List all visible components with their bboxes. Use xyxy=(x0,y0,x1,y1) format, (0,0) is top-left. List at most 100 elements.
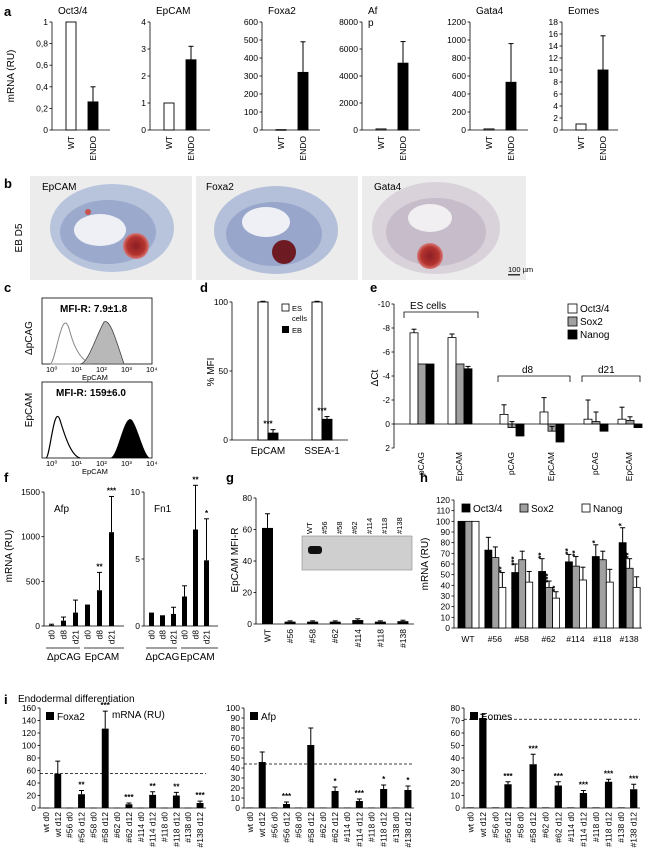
h-bar xyxy=(511,572,520,629)
e-bar xyxy=(625,419,635,425)
f1-bar xyxy=(61,620,66,626)
h-ytick-label: 30 xyxy=(441,591,451,601)
e-bar xyxy=(515,423,525,437)
a5-bar xyxy=(483,128,495,131)
f2-ytick-label: 10 xyxy=(131,487,141,497)
a3-ytick-label: 400 xyxy=(244,53,258,63)
f1-ytick-label: 1000 xyxy=(21,532,40,542)
a5-ytick-label: 200 xyxy=(452,107,466,117)
h-legend-swatch xyxy=(581,503,591,513)
a5-ytick-label: 800 xyxy=(452,53,466,63)
f1-title: Afp xyxy=(54,504,69,515)
g-inset-label: WT xyxy=(305,522,314,534)
f2-bar xyxy=(204,560,209,626)
h-ytick-label: 60 xyxy=(441,559,451,569)
i2-xtick-label: #56 d0 xyxy=(269,812,279,838)
micro-title-2: Foxa2 xyxy=(206,182,234,193)
flow-tick-label: 10¹ xyxy=(71,365,82,374)
f2-bar xyxy=(182,596,187,626)
a3-ytick-label: 600 xyxy=(244,17,258,27)
a6-ytick-label: 0 xyxy=(553,125,558,135)
i2-xtick-label: #138 d0 xyxy=(391,812,401,843)
f1-bar xyxy=(85,604,90,626)
e-ytick-label: 2 xyxy=(385,443,390,453)
i1-ytick-label: 60 xyxy=(27,766,37,776)
i3-xtick-label: #118 d12 xyxy=(604,812,614,847)
i2-title: Afp xyxy=(261,712,276,723)
flow-top-control xyxy=(49,322,93,365)
e-ytick-label: -10 xyxy=(378,299,391,309)
flow-tick-label: 10⁰ xyxy=(46,459,57,468)
e-bar xyxy=(455,363,465,425)
a6-ytick-label: 12 xyxy=(549,53,559,63)
i2-bar xyxy=(355,801,363,808)
h-ytick-label: 100 xyxy=(436,516,450,526)
h-ytick-label: 50 xyxy=(441,570,451,580)
e-xtick-label: pCAG xyxy=(506,452,516,475)
h-bar xyxy=(471,520,480,629)
i3-legend-swatch xyxy=(470,712,478,720)
flow-top-histogram xyxy=(79,321,125,365)
i1-bar xyxy=(125,804,133,808)
f1-ylabel: mRNA (RU) xyxy=(4,530,15,583)
f2-ytick-label: 5 xyxy=(135,554,140,564)
f2-xtick-label: d21 xyxy=(202,630,212,644)
i3-bar xyxy=(579,793,588,808)
f2-group-label: EpCAM xyxy=(180,652,214,663)
i2-ytick-label: 100 xyxy=(226,703,240,713)
h-ytick-label: 110 xyxy=(436,506,450,516)
i3-star: *** xyxy=(629,774,639,783)
i3-bar xyxy=(604,781,613,808)
i2-xtick-label: wt d12 xyxy=(257,812,267,838)
e-xtick-label: pCAG xyxy=(416,452,426,475)
i1-star: *** xyxy=(101,701,111,710)
i3-bar xyxy=(567,807,575,808)
g-inset-label: #118 xyxy=(380,518,389,534)
h-bar xyxy=(625,567,634,629)
i2-xtick-label: #114 d12 xyxy=(354,812,364,847)
e-group-label: ES cells xyxy=(410,301,446,312)
micrograph-panel: EB D5 EpCAM Foxa2 100 µm Gata4 xyxy=(14,176,533,280)
e-legend-label: Oct3/4 xyxy=(580,304,610,315)
i3-bar xyxy=(542,807,550,808)
i1-legend-swatch xyxy=(46,712,54,720)
i1-xtick-label: #62 d12 xyxy=(124,812,134,843)
a3-xtick-label: WT xyxy=(276,136,286,149)
i1-xtick-label: #114 d12 xyxy=(148,812,158,847)
i3-ytick-label: 80 xyxy=(451,703,461,713)
panel-label-h: h xyxy=(420,470,428,485)
e-ytick-label: -8 xyxy=(382,323,390,333)
a1-xtick-label: ENDO xyxy=(88,136,98,161)
h-legend-label: Oct3/4 xyxy=(473,504,503,515)
e-legend-swatch xyxy=(567,303,578,314)
g-ylabel: EpCAM MFI-R xyxy=(230,528,241,593)
i2-bar xyxy=(307,745,315,808)
i1-bar xyxy=(78,794,85,808)
i1-xtick-label: #56 d12 xyxy=(77,812,87,843)
i1-bar xyxy=(149,794,157,808)
e-ytick-label: 0 xyxy=(385,419,390,429)
micro-title-3: Gata4 xyxy=(374,182,402,193)
d-legend-cells: cells xyxy=(292,314,307,323)
e-xtick-label: EpCAM xyxy=(546,452,556,481)
i1-bar xyxy=(184,807,192,809)
h-ytick-label: 120 xyxy=(436,495,450,505)
h-ytick-label: 0 xyxy=(445,623,450,633)
a6-ytick-label: 8 xyxy=(553,77,558,87)
e-group-label: d8 xyxy=(522,365,534,376)
i2-ytick-label: 20 xyxy=(231,783,241,793)
i3-bar xyxy=(617,807,625,808)
e-group-bracket xyxy=(497,375,571,382)
flow-tick-label: 10¹ xyxy=(71,459,82,468)
i2-xtick-label: #58 d0 xyxy=(294,812,304,838)
i2-bar xyxy=(246,807,254,809)
flow-panel: ΔpCAG MFI-R: 7.9±1.8 EpCAM EpCAM MFI-R: … xyxy=(24,297,158,476)
a5-bar xyxy=(505,81,517,131)
i1-title: Foxa2 xyxy=(57,712,85,723)
a3-bar xyxy=(275,129,287,131)
micro-row-label: EB D5 xyxy=(14,223,25,252)
a2-xtick-label: ENDO xyxy=(186,136,196,161)
i3-bar xyxy=(516,807,525,808)
flow-tick-label: 10³ xyxy=(121,365,132,374)
